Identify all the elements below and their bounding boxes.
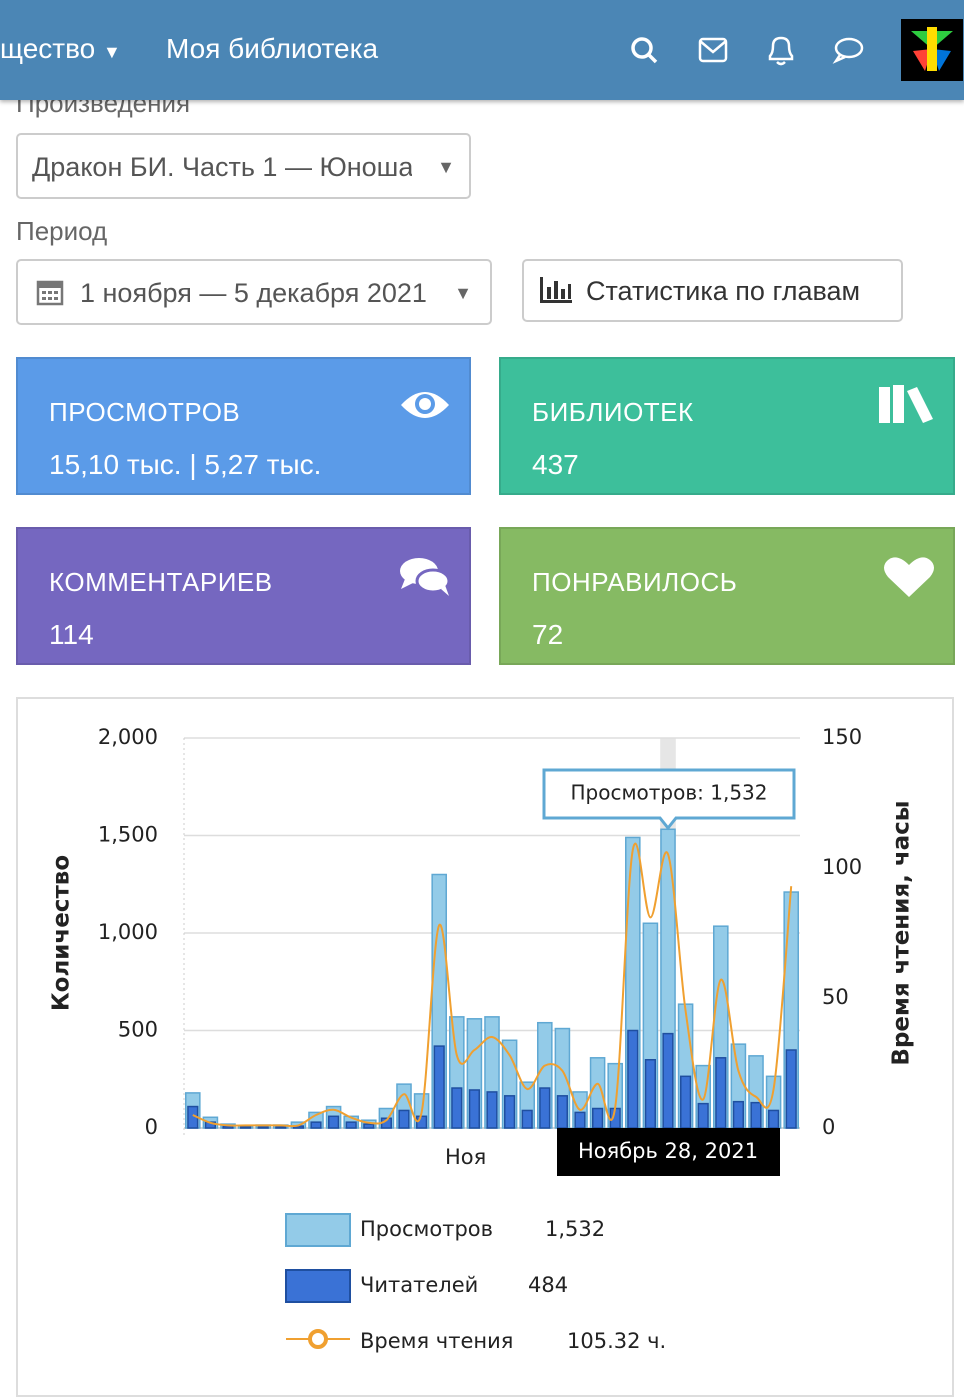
y2-tick-label: 100 [822, 855, 862, 879]
tooltip-text: Просмотров: 1,532 [570, 781, 767, 805]
card-title: КОММЕНТАРИЕВ [49, 567, 273, 597]
y-tick-label: 1,500 [98, 823, 158, 847]
line [192, 842, 793, 1128]
legend-label: Просмотров [360, 1217, 493, 1241]
chart: 0 500 1,000 1,500 2,000 0 50 100 150 Количество Вр… [49, 725, 915, 1353]
avatar[interactable] [901, 19, 963, 81]
bar [468, 1089, 480, 1129]
work-value: Дракон БИ. Часть 1 — Юноша [32, 152, 412, 182]
chat-icon[interactable] [832, 37, 864, 64]
chapters-label: Статистика по главам [586, 276, 861, 306]
y-axis-title: Количество [49, 855, 75, 1011]
chapters-button[interactable]: Статистика по главам [522, 259, 903, 322]
x-tick-label: Ноя [445, 1145, 486, 1169]
legend-value: 105.32 ч. [567, 1329, 666, 1353]
calendar-icon [36, 280, 64, 306]
bar [328, 1115, 340, 1129]
work-select[interactable]: Дракон БИ. Часть 1 — Юноша ▼ [16, 133, 471, 199]
bar [240, 1126, 252, 1129]
bar [398, 1109, 410, 1129]
legend-label: Время чтения [360, 1329, 513, 1353]
eye-icon [401, 392, 449, 418]
y2-axis-title: Время чтения, часы [889, 800, 915, 1065]
bar [662, 1032, 674, 1129]
card-value: 437 [532, 449, 579, 480]
legend-item[interactable]: Время чтения 105.32 ч. [286, 1329, 666, 1353]
legend-marker [308, 1329, 328, 1349]
crosshair-label-box [557, 1128, 780, 1176]
y2-tick-label: 0 [822, 1115, 835, 1139]
y-tick-label: 0 [145, 1115, 158, 1139]
y-tick-label: 500 [118, 1018, 158, 1042]
card-value: 114 [49, 619, 94, 650]
card-title: ПОНРАВИЛОСЬ [532, 567, 738, 597]
bar [451, 1087, 463, 1129]
bar [504, 1095, 516, 1129]
y2-tick-label: 50 [822, 985, 849, 1009]
crosshair-label: Ноябрь 28, 2021 [578, 1139, 758, 1163]
bar [539, 1087, 551, 1129]
bar [310, 1121, 322, 1129]
mail-icon[interactable] [698, 37, 728, 63]
bar [715, 1057, 727, 1129]
books-icon [879, 385, 933, 423]
bar [680, 1075, 692, 1129]
bar [556, 1095, 568, 1129]
card-value: 72 [532, 619, 564, 650]
bell-icon[interactable] [768, 36, 794, 66]
heart-icon [884, 557, 934, 597]
bar [345, 1121, 357, 1129]
card-title: БИБЛИОТЕК [532, 397, 694, 427]
bar [275, 1126, 287, 1129]
bar [433, 1045, 445, 1129]
period-value: 1 ноября — 5 декабря 2021 [80, 278, 427, 308]
top-nav: щество ▼ Моя библиотека [0, 0, 964, 100]
y2-tick-label: 150 [822, 725, 862, 749]
views-card: ПРОСМОТРОВ 15,10 тыс. | 5,27 тыс. [16, 357, 471, 495]
legend-item[interactable]: Читателей 484 [285, 1269, 568, 1303]
legend-value: 1,532 [545, 1217, 605, 1241]
libraries-card: БИБЛИОТЕК 437 [499, 357, 955, 495]
bar [363, 1123, 375, 1129]
period-select[interactable]: 1 ноября — 5 декабря 2021 ▼ [16, 259, 492, 325]
nav-community[interactable]: щество ▼ [0, 33, 121, 64]
legend-value: 484 [528, 1273, 568, 1297]
bar [644, 1059, 656, 1129]
period-label: Период [16, 216, 108, 246]
legend-item[interactable]: Просмотров 1,532 [285, 1213, 605, 1247]
comments-icon [400, 558, 451, 596]
card-title: ПРОСМОТРОВ [49, 397, 241, 427]
tooltip-box [542, 768, 796, 831]
bar [521, 1109, 533, 1129]
search-icon[interactable] [631, 37, 658, 64]
bar [768, 1109, 780, 1129]
y-tick-label: 1,000 [98, 920, 158, 944]
nav-label[interactable]: щество [0, 33, 96, 64]
bar [750, 1101, 762, 1129]
bar [785, 1049, 797, 1129]
legend-swatch [285, 1213, 351, 1247]
comments-card: КОММЕНТАРИЕВ 114 [16, 527, 471, 665]
bar [697, 1102, 709, 1129]
bar-icon [540, 277, 572, 303]
bar [574, 1111, 586, 1129]
legend-swatch [285, 1269, 351, 1303]
card-value: 15,10 тыс. | 5,27 тыс. [49, 449, 322, 480]
bar [257, 1126, 269, 1129]
y-tick-label: 2,000 [98, 725, 158, 749]
nav-library[interactable]: Моя библиотека [166, 33, 379, 64]
legend-label: Читателей [360, 1273, 478, 1297]
bar [592, 1107, 604, 1129]
nav-icons [631, 36, 864, 66]
bar [486, 1091, 498, 1129]
bar [627, 1029, 639, 1129]
likes-card: ПОНРАВИЛОСЬ 72 [499, 527, 955, 665]
bar [732, 1100, 744, 1129]
